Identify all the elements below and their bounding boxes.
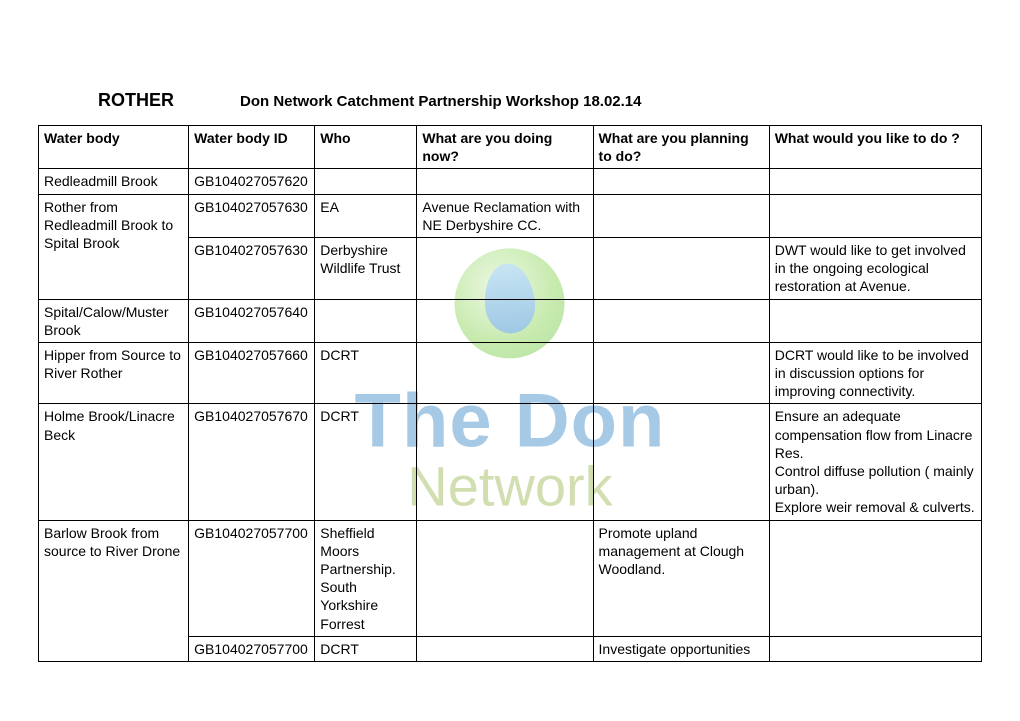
cell-like-to-do [769, 194, 981, 237]
cell-water-body-id: GB104027057700 [189, 520, 315, 636]
cell-water-body: Redleadmill Brook [39, 169, 189, 194]
page-subtitle: Don Network Catchment Partnership Worksh… [240, 93, 642, 110]
cell-who: Derbyshire Wildlife Trust [315, 237, 417, 299]
data-table: Water body Water body ID Who What are yo… [38, 125, 982, 662]
table-row: Hipper from Source to River Rother GB104… [39, 342, 982, 404]
cell-doing-now [417, 636, 593, 661]
cell-doing-now [417, 342, 593, 404]
cell-like-to-do [769, 299, 981, 342]
table-row: Redleadmill Brook GB104027057620 [39, 169, 982, 194]
cell-like-to-do: Ensure an adequate compensation flow fro… [769, 404, 981, 520]
cell-like-to-do [769, 169, 981, 194]
cell-doing-now [417, 404, 593, 520]
cell-doing-now [417, 237, 593, 299]
cell-water-body: Holme Brook/Linacre Beck [39, 404, 189, 520]
cell-who: Sheffield Moors Partnership. South Yorks… [315, 520, 417, 636]
col-who: Who [315, 126, 417, 169]
cell-who [315, 169, 417, 194]
cell-who: DCRT [315, 636, 417, 661]
cell-planning [593, 404, 769, 520]
table-header-row: Water body Water body ID Who What are yo… [39, 126, 982, 169]
cell-water-body: Rother from Redleadmill Brook to Spital … [39, 194, 189, 299]
cell-doing-now [417, 299, 593, 342]
cell-like-to-do: DWT would like to get involved in the on… [769, 237, 981, 299]
cell-water-body: Barlow Brook from source to River Drone [39, 520, 189, 661]
table-row: Holme Brook/Linacre Beck GB104027057670 … [39, 404, 982, 520]
page-title: ROTHER [98, 90, 174, 111]
cell-water-body: Hipper from Source to River Rother [39, 342, 189, 404]
cell-planning [593, 299, 769, 342]
cell-planning [593, 237, 769, 299]
cell-who: EA [315, 194, 417, 237]
cell-doing-now: Avenue Reclamation with NE Derbyshire CC… [417, 194, 593, 237]
col-like-to-do: What would you like to do ? [769, 126, 981, 169]
cell-planning [593, 169, 769, 194]
cell-planning [593, 342, 769, 404]
cell-water-body-id: GB104027057620 [189, 169, 315, 194]
col-planning: What are you planning to do? [593, 126, 769, 169]
cell-doing-now [417, 520, 593, 636]
cell-who: DCRT [315, 342, 417, 404]
cell-water-body-id: GB104027057660 [189, 342, 315, 404]
cell-doing-now [417, 169, 593, 194]
cell-like-to-do [769, 636, 981, 661]
page: ROTHER Don Network Catchment Partnership… [0, 0, 1020, 662]
cell-planning: Promote upland management at Clough Wood… [593, 520, 769, 636]
cell-water-body-id: GB104027057630 [189, 194, 315, 237]
col-water-body: Water body [39, 126, 189, 169]
col-doing-now: What are you doing now? [417, 126, 593, 169]
cell-like-to-do [769, 520, 981, 636]
cell-water-body-id: GB104027057670 [189, 404, 315, 520]
cell-like-to-do: DCRT would like to be involved in discus… [769, 342, 981, 404]
cell-water-body-id: GB104027057700 [189, 636, 315, 661]
cell-who: DCRT [315, 404, 417, 520]
col-water-body-id: Water body ID [189, 126, 315, 169]
table-row: Spital/Calow/Muster Brook GB104027057640 [39, 299, 982, 342]
cell-who [315, 299, 417, 342]
cell-planning: Investigate opportunities [593, 636, 769, 661]
table-row: Rother from Redleadmill Brook to Spital … [39, 194, 982, 237]
cell-planning [593, 194, 769, 237]
table-row: Barlow Brook from source to River Drone … [39, 520, 982, 636]
table-body: Redleadmill Brook GB104027057620 Rother … [39, 169, 982, 662]
cell-water-body-id: GB104027057640 [189, 299, 315, 342]
cell-water-body: Spital/Calow/Muster Brook [39, 299, 189, 342]
cell-water-body-id: GB104027057630 [189, 237, 315, 299]
header: ROTHER Don Network Catchment Partnership… [38, 90, 982, 111]
